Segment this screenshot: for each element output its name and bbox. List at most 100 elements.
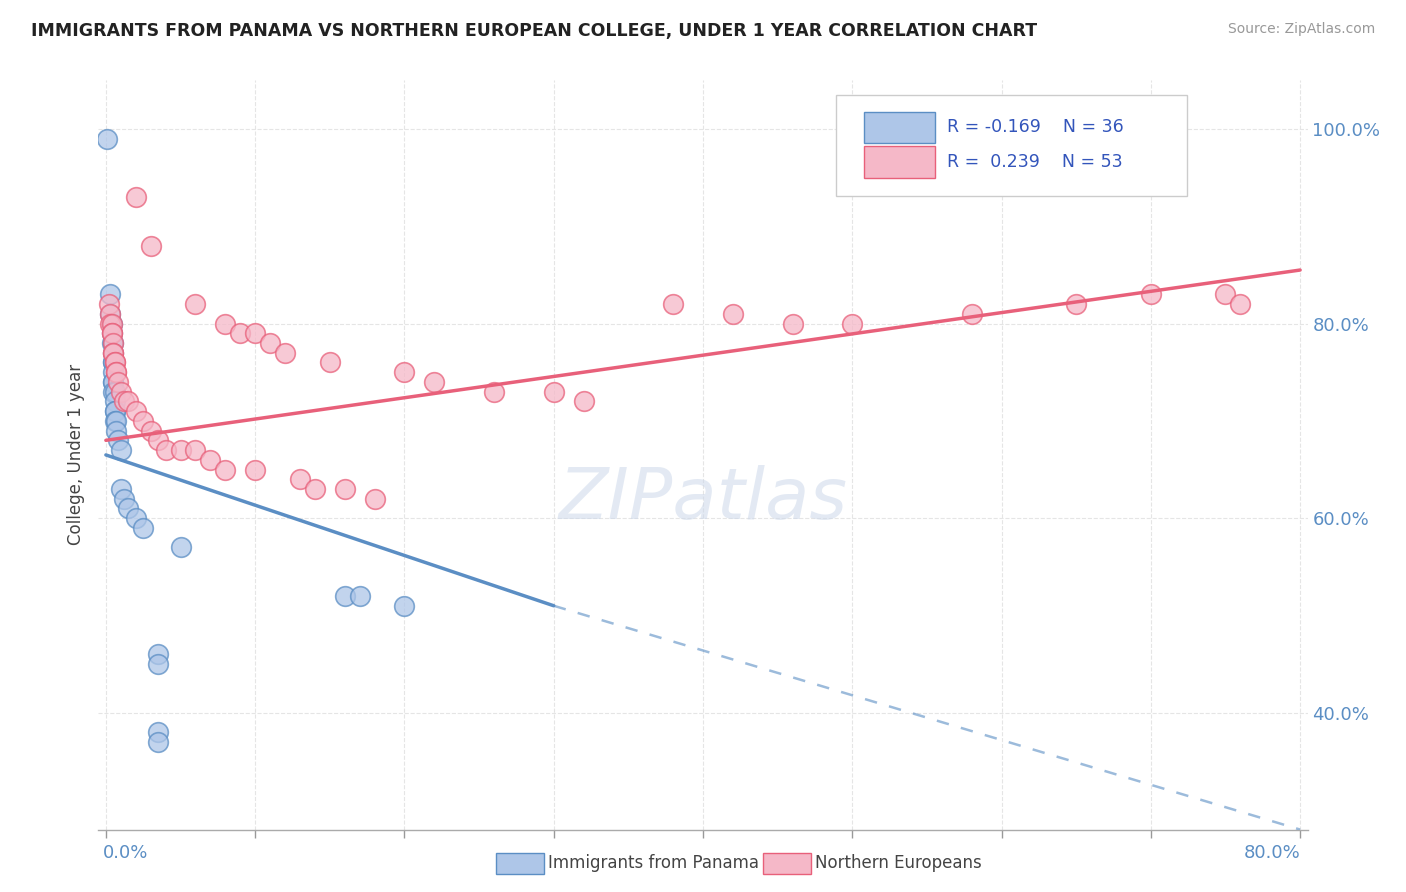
- Point: [103, 355, 125, 369]
- Point: [146, 725, 169, 739]
- Point: [103, 384, 125, 399]
- Point: [101, 326, 124, 341]
- Point: [110, 482, 132, 496]
- Point: [146, 434, 169, 448]
- Point: [229, 326, 252, 341]
- Point: [107, 375, 129, 389]
- Point: [1215, 287, 1237, 301]
- Point: [107, 434, 129, 448]
- Point: [139, 424, 162, 438]
- Point: [104, 404, 127, 418]
- Point: [104, 414, 127, 428]
- Point: [662, 297, 685, 311]
- Point: [105, 414, 128, 428]
- Point: [104, 404, 127, 418]
- Point: [103, 355, 125, 369]
- Point: [112, 491, 135, 506]
- Point: [103, 336, 125, 351]
- Point: [125, 190, 148, 204]
- Point: [103, 365, 125, 379]
- Point: [98, 317, 121, 331]
- Point: [105, 365, 128, 379]
- Point: [841, 317, 863, 331]
- Point: [112, 394, 135, 409]
- Text: IMMIGRANTS FROM PANAMA VS NORTHERN EUROPEAN COLLEGE, UNDER 1 YEAR CORRELATION CH: IMMIGRANTS FROM PANAMA VS NORTHERN EUROP…: [31, 22, 1038, 40]
- Point: [110, 384, 132, 399]
- Point: [304, 482, 326, 496]
- Point: [98, 307, 121, 321]
- Point: [125, 511, 148, 525]
- Text: 0.0%: 0.0%: [103, 844, 148, 863]
- Point: [349, 589, 371, 603]
- Point: [169, 443, 191, 458]
- Point: [103, 375, 125, 389]
- Point: [146, 657, 169, 672]
- Point: [184, 443, 207, 458]
- Point: [184, 297, 207, 311]
- Point: [96, 131, 118, 145]
- Point: [572, 394, 595, 409]
- Point: [101, 326, 124, 341]
- Point: [214, 462, 236, 476]
- FancyBboxPatch shape: [837, 95, 1187, 196]
- Point: [423, 375, 446, 389]
- Point: [214, 317, 236, 331]
- Point: [333, 589, 356, 603]
- Point: [146, 648, 169, 662]
- Point: [1229, 297, 1251, 311]
- Point: [543, 384, 565, 399]
- Point: [132, 414, 155, 428]
- Text: R =  0.239    N = 53: R = 0.239 N = 53: [948, 153, 1123, 171]
- Point: [97, 297, 120, 311]
- Text: R = -0.169    N = 36: R = -0.169 N = 36: [948, 119, 1123, 136]
- Point: [274, 345, 297, 359]
- Point: [98, 287, 121, 301]
- Point: [105, 365, 128, 379]
- Point: [394, 365, 416, 379]
- Point: [101, 317, 124, 331]
- Point: [200, 452, 222, 467]
- Point: [103, 336, 125, 351]
- Text: Immigrants from Panama: Immigrants from Panama: [548, 855, 759, 872]
- Point: [104, 355, 127, 369]
- Point: [105, 424, 128, 438]
- Point: [103, 345, 125, 359]
- Point: [103, 375, 125, 389]
- FancyBboxPatch shape: [863, 146, 935, 178]
- Point: [482, 384, 505, 399]
- Point: [259, 336, 281, 351]
- Point: [104, 394, 127, 409]
- Text: ZIPatlas: ZIPatlas: [558, 466, 848, 534]
- Point: [125, 404, 148, 418]
- FancyBboxPatch shape: [863, 112, 935, 144]
- Point: [132, 521, 155, 535]
- Y-axis label: College, Under 1 year: College, Under 1 year: [67, 364, 86, 546]
- Point: [394, 599, 416, 613]
- Point: [101, 317, 124, 331]
- Text: Source: ZipAtlas.com: Source: ZipAtlas.com: [1227, 22, 1375, 37]
- Point: [288, 472, 311, 486]
- Point: [117, 501, 139, 516]
- Point: [98, 307, 121, 321]
- Point: [104, 355, 127, 369]
- Point: [101, 336, 124, 351]
- Point: [146, 735, 169, 749]
- Point: [960, 307, 983, 321]
- Point: [104, 384, 127, 399]
- Point: [363, 491, 385, 506]
- Point: [243, 462, 266, 476]
- Point: [333, 482, 356, 496]
- Point: [1140, 287, 1163, 301]
- Point: [243, 326, 266, 341]
- Point: [103, 345, 125, 359]
- Point: [139, 238, 162, 252]
- Point: [110, 443, 132, 458]
- Point: [1064, 297, 1087, 311]
- Point: [169, 541, 191, 555]
- Point: [782, 317, 804, 331]
- Point: [319, 355, 342, 369]
- Point: [101, 326, 124, 341]
- Text: Northern Europeans: Northern Europeans: [815, 855, 983, 872]
- Text: 80.0%: 80.0%: [1243, 844, 1301, 863]
- Point: [103, 345, 125, 359]
